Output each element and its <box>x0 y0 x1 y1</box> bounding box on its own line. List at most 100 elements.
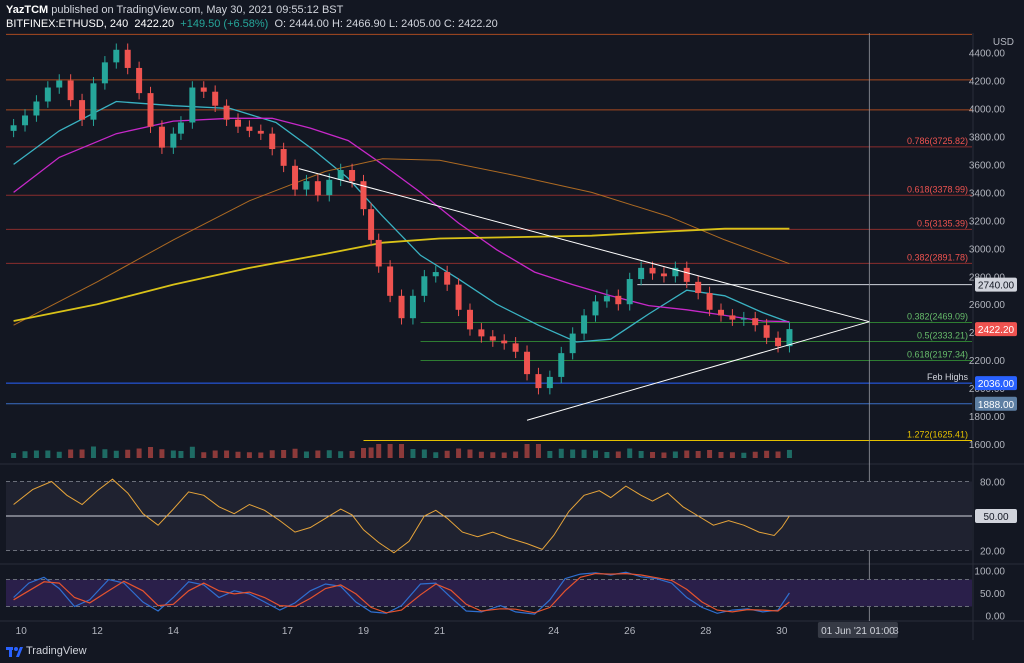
triangle-upper-line[interactable] <box>298 168 870 323</box>
candle[interactable] <box>67 80 74 101</box>
candle[interactable] <box>200 87 207 92</box>
price-tick-label: 1600.00 <box>969 440 1006 451</box>
price-badge[interactable] <box>975 277 1017 292</box>
candle[interactable] <box>695 281 702 294</box>
candle[interactable] <box>269 133 276 150</box>
candle[interactable] <box>592 301 599 316</box>
rsi-value-label: 50.00 <box>983 512 1008 523</box>
price-tick-label: 3800.00 <box>969 132 1006 143</box>
candle[interactable] <box>375 239 382 267</box>
candle[interactable] <box>44 87 51 102</box>
candle[interactable] <box>421 276 428 296</box>
candle[interactable] <box>546 376 553 389</box>
candle[interactable] <box>786 329 793 347</box>
price-badge[interactable] <box>975 376 1017 391</box>
candle[interactable] <box>280 149 287 166</box>
candle[interactable] <box>603 295 610 302</box>
volume-bar <box>524 444 530 458</box>
candle[interactable] <box>672 267 679 277</box>
candle[interactable] <box>56 80 63 88</box>
candle[interactable] <box>337 170 344 180</box>
candle[interactable] <box>489 336 496 341</box>
candle[interactable] <box>246 126 253 131</box>
volume-bar <box>125 449 131 458</box>
stoch-band-fill <box>6 579 972 607</box>
candle[interactable] <box>223 105 230 120</box>
volume-bar <box>638 451 644 458</box>
candle[interactable] <box>360 181 367 210</box>
candle[interactable] <box>455 284 462 310</box>
candle[interactable] <box>158 126 165 148</box>
candle[interactable] <box>512 343 519 352</box>
author-name[interactable]: YazTCM <box>6 4 49 16</box>
candle[interactable] <box>524 351 531 375</box>
candle[interactable] <box>113 49 120 63</box>
candle[interactable] <box>387 266 394 296</box>
candle[interactable] <box>683 267 690 282</box>
rsi-value-badge[interactable] <box>975 509 1017 523</box>
candle[interactable] <box>234 119 241 127</box>
candle[interactable] <box>292 165 299 190</box>
candle[interactable] <box>177 122 184 134</box>
candle[interactable] <box>432 272 439 277</box>
candle[interactable] <box>314 181 321 196</box>
candle[interactable] <box>763 325 770 338</box>
candle[interactable] <box>740 318 747 320</box>
candle[interactable] <box>729 315 736 320</box>
candle[interactable] <box>368 209 375 240</box>
ohlc-values: O: 2444.00 H: 2466.90 L: 2405.00 C: 2422… <box>274 18 498 30</box>
candle[interactable] <box>649 267 656 274</box>
candle[interactable] <box>124 49 131 68</box>
volume-bar <box>349 451 355 458</box>
candle[interactable] <box>569 333 576 354</box>
time-cursor-badge[interactable] <box>817 622 898 638</box>
chart-canvas[interactable]: 1600.001800.002000.002200.002400.002600.… <box>0 0 1024 640</box>
candle[interactable] <box>212 91 219 106</box>
candle[interactable] <box>752 318 759 326</box>
candle[interactable] <box>147 93 154 127</box>
candle[interactable] <box>581 315 588 334</box>
candle[interactable] <box>326 179 333 196</box>
stoch-tick-label: 50.00 <box>980 589 1005 600</box>
candle[interactable] <box>558 353 565 377</box>
rsi-tick-label: 80.00 <box>980 478 1005 489</box>
candle[interactable] <box>535 374 542 389</box>
triangle-lower-line[interactable] <box>526 321 870 421</box>
candle[interactable] <box>189 87 196 123</box>
candle[interactable] <box>717 309 724 316</box>
candle[interactable] <box>501 340 508 344</box>
candle[interactable] <box>33 101 40 116</box>
price-badge-label: 2422.20 <box>978 325 1015 336</box>
volume-bar <box>56 451 62 458</box>
candle[interactable] <box>478 329 485 337</box>
candle[interactable] <box>303 181 310 190</box>
price-badge[interactable] <box>975 322 1017 337</box>
volume-bar <box>752 451 758 458</box>
volume-bar <box>615 451 621 458</box>
candle[interactable] <box>626 279 633 305</box>
candle[interactable] <box>349 170 356 182</box>
symbol-label[interactable]: BITFINEX:ETHUSD, 240 <box>6 18 129 30</box>
candle[interactable] <box>257 130 264 134</box>
candle[interactable] <box>398 295 405 319</box>
price-badge[interactable] <box>975 396 1017 411</box>
candle[interactable] <box>409 295 416 319</box>
stoch-tick-label: 100.00 <box>974 567 1005 578</box>
candle[interactable] <box>660 273 667 277</box>
candle[interactable] <box>10 125 17 131</box>
tradingview-logo-icon[interactable] <box>6 645 24 659</box>
candle[interactable] <box>101 62 108 84</box>
candle[interactable] <box>466 309 473 330</box>
candle[interactable] <box>615 295 622 305</box>
candle[interactable] <box>775 337 782 347</box>
volume-bar <box>376 444 382 458</box>
candle[interactable] <box>79 100 86 120</box>
candle[interactable] <box>90 83 97 120</box>
volume-bar <box>178 451 184 458</box>
candle[interactable] <box>706 293 713 310</box>
candle[interactable] <box>136 67 143 94</box>
candle[interactable] <box>444 272 451 285</box>
candle[interactable] <box>22 115 29 126</box>
candle[interactable] <box>638 267 645 280</box>
candle[interactable] <box>170 133 177 148</box>
